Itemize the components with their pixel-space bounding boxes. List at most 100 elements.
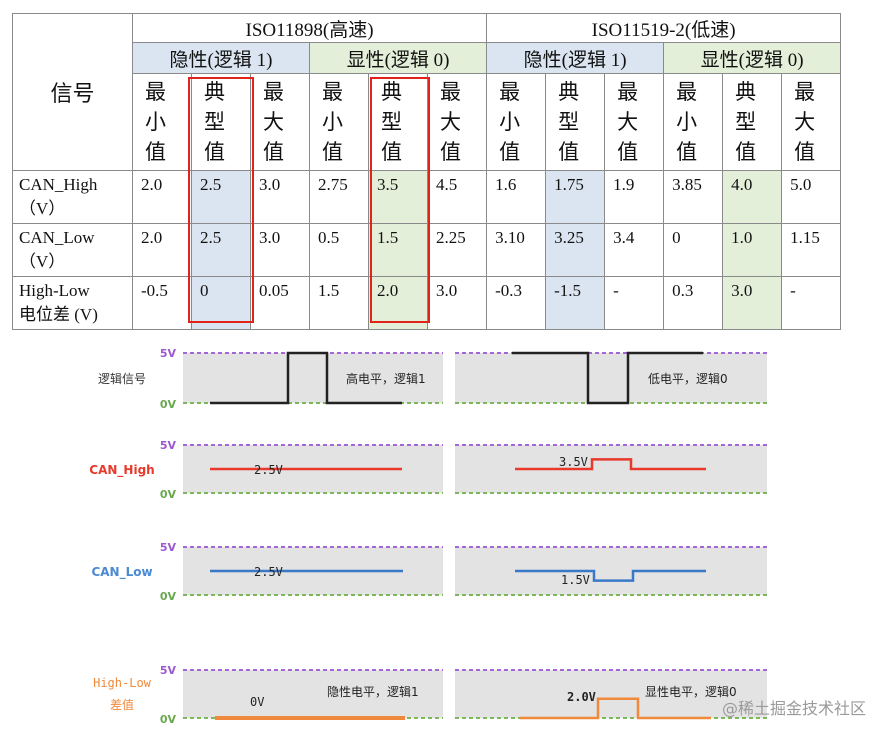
row-name-0: 逻辑信号 <box>98 372 146 386</box>
row-label: High-Low 电位差 (V) <box>12 276 133 330</box>
axis-zero-label: 0V <box>160 590 177 603</box>
axis-zero-label: 0V <box>160 398 177 411</box>
column-header-char: 值 <box>381 140 402 164</box>
level-value-label: 0V <box>250 695 264 709</box>
column-header-4: 典型值 <box>368 73 428 171</box>
column-header-0: 最小值 <box>132 73 192 171</box>
column-header-1: 典型值 <box>191 73 251 171</box>
signal-waveform <box>515 458 706 471</box>
table-cell: 1.5 <box>309 276 369 330</box>
column-header-char: 小 <box>322 110 343 134</box>
signal-waveform <box>515 569 706 582</box>
column-header-char: 最 <box>322 80 343 104</box>
table-cell: 2.5 <box>191 223 251 277</box>
table-row: High-Low 电位差 (V) -0.5 0 0.05 1.5 2.0 3.0 -0.3 -1.… <box>12 276 842 330</box>
table-cell: 2.25 <box>426 223 488 277</box>
column-header-9: 最小值 <box>663 73 724 171</box>
axis-top-label: 5V <box>160 439 177 452</box>
table-cell: 3.4 <box>604 223 665 277</box>
wave-panel-background <box>455 547 767 595</box>
level-value-label: 1.5V <box>561 573 590 587</box>
axis-zero-label: 0V <box>160 488 177 501</box>
row-label-line: 电位差 (V) <box>19 305 98 324</box>
state-caption: 显性电平，逻辑0 <box>645 685 737 699</box>
table-cell: 3.0 <box>722 276 783 330</box>
state-recessive-ls: 隐性(逻辑 1) <box>486 42 665 74</box>
column-header-char: 值 <box>794 140 816 164</box>
column-header-char: 最 <box>499 80 521 104</box>
table-cell: - <box>604 276 665 330</box>
column-header-10: 典型值 <box>722 73 783 171</box>
column-header-char: 最 <box>440 80 461 104</box>
table-cell: 1.0 <box>722 223 783 277</box>
column-header-char: 最 <box>617 80 639 104</box>
state-caption: 低电平，逻辑0 <box>648 372 728 386</box>
column-header-char: 值 <box>676 140 698 164</box>
level-value-label: 3.5V <box>559 455 588 469</box>
column-header-char: 最 <box>145 80 166 104</box>
column-header-char: 大 <box>263 110 284 134</box>
column-header-char: 值 <box>204 140 225 164</box>
table-cell: -0.3 <box>486 276 547 330</box>
column-header-char: 值 <box>499 140 521 164</box>
standard-iso11898: ISO11898(高速) <box>131 13 488 43</box>
axis-top-label: 5V <box>160 541 177 554</box>
column-header-char: 值 <box>440 140 461 164</box>
table-cell: 3.5 <box>368 170 428 224</box>
can-voltage-spec-table: 信号 ISO11898(高速) ISO11519-2(低速) 隐性(逻辑 1) … <box>12 13 842 330</box>
row-label-line: High-Low <box>19 281 90 300</box>
column-header-char: 小 <box>676 110 698 134</box>
column-header-char: 型 <box>558 110 580 134</box>
column-header-char: 大 <box>440 110 461 134</box>
column-header-char: 典 <box>381 80 402 104</box>
column-header-char: 值 <box>735 140 757 164</box>
column-header-char: 型 <box>735 110 757 134</box>
state-caption: 隐性电平，逻辑1 <box>327 685 419 699</box>
wave-panel-background <box>455 353 767 403</box>
column-header-char: 大 <box>617 110 639 134</box>
state-caption: 高电平，逻辑1 <box>346 371 426 386</box>
row-name-1: CAN_High <box>89 463 154 478</box>
column-header-char: 值 <box>263 140 284 164</box>
axis-zero-label: 0V <box>160 713 177 726</box>
row-name-line-1: High-Low <box>93 676 152 690</box>
row-name-2: CAN_Low <box>91 565 152 580</box>
signal-header: 信号 <box>12 13 133 171</box>
watermark-text: @稀土掘金技术社区 <box>722 699 866 718</box>
table-cell: 0.3 <box>663 276 724 330</box>
column-header-char: 值 <box>322 140 343 164</box>
highlight-hs-recessive-typical <box>188 77 254 323</box>
table-cell: 3.85 <box>663 170 724 224</box>
row-label-line: CAN_High <box>19 175 98 194</box>
table-cell: 2.5 <box>191 170 251 224</box>
column-header-char: 最 <box>794 80 816 104</box>
column-header-11: 最大值 <box>781 73 842 171</box>
table-cell: 0.05 <box>250 276 310 330</box>
state-dominant-hs: 显性(逻辑 0) <box>308 42 488 74</box>
wave-panel-background <box>183 353 443 403</box>
wave-panel-background <box>455 670 767 718</box>
column-header-char: 型 <box>381 110 402 134</box>
column-header-char: 大 <box>794 110 816 134</box>
axis-top-label: 5V <box>160 347 177 360</box>
signal-waveform <box>210 351 402 405</box>
state-dominant-ls: 显性(逻辑 0) <box>663 42 842 74</box>
column-header-char: 典 <box>204 80 225 104</box>
row-label-line: CAN_Low <box>19 228 95 247</box>
table-cell: -0.5 <box>132 276 192 330</box>
column-header-char: 最 <box>676 80 698 104</box>
table-cell: - <box>781 276 842 330</box>
table-cell: 0.5 <box>309 223 369 277</box>
table-row: CAN_Low （V） 2.0 2.5 3.0 0.5 1.5 2.25 3.10 3.25 3.4… <box>12 223 842 277</box>
standard-iso11519: ISO11519-2(低速) <box>486 13 842 43</box>
column-header-char: 最 <box>263 80 284 104</box>
column-header-char: 值 <box>617 140 639 164</box>
column-header-char: 典 <box>558 80 580 104</box>
signal-waveform <box>520 697 711 720</box>
wave-panel-background <box>183 670 443 718</box>
axis-top-label: 5V <box>160 664 177 677</box>
column-header-char: 值 <box>558 140 580 164</box>
column-header-char: 小 <box>145 110 166 134</box>
table-cell: 1.15 <box>781 223 842 277</box>
